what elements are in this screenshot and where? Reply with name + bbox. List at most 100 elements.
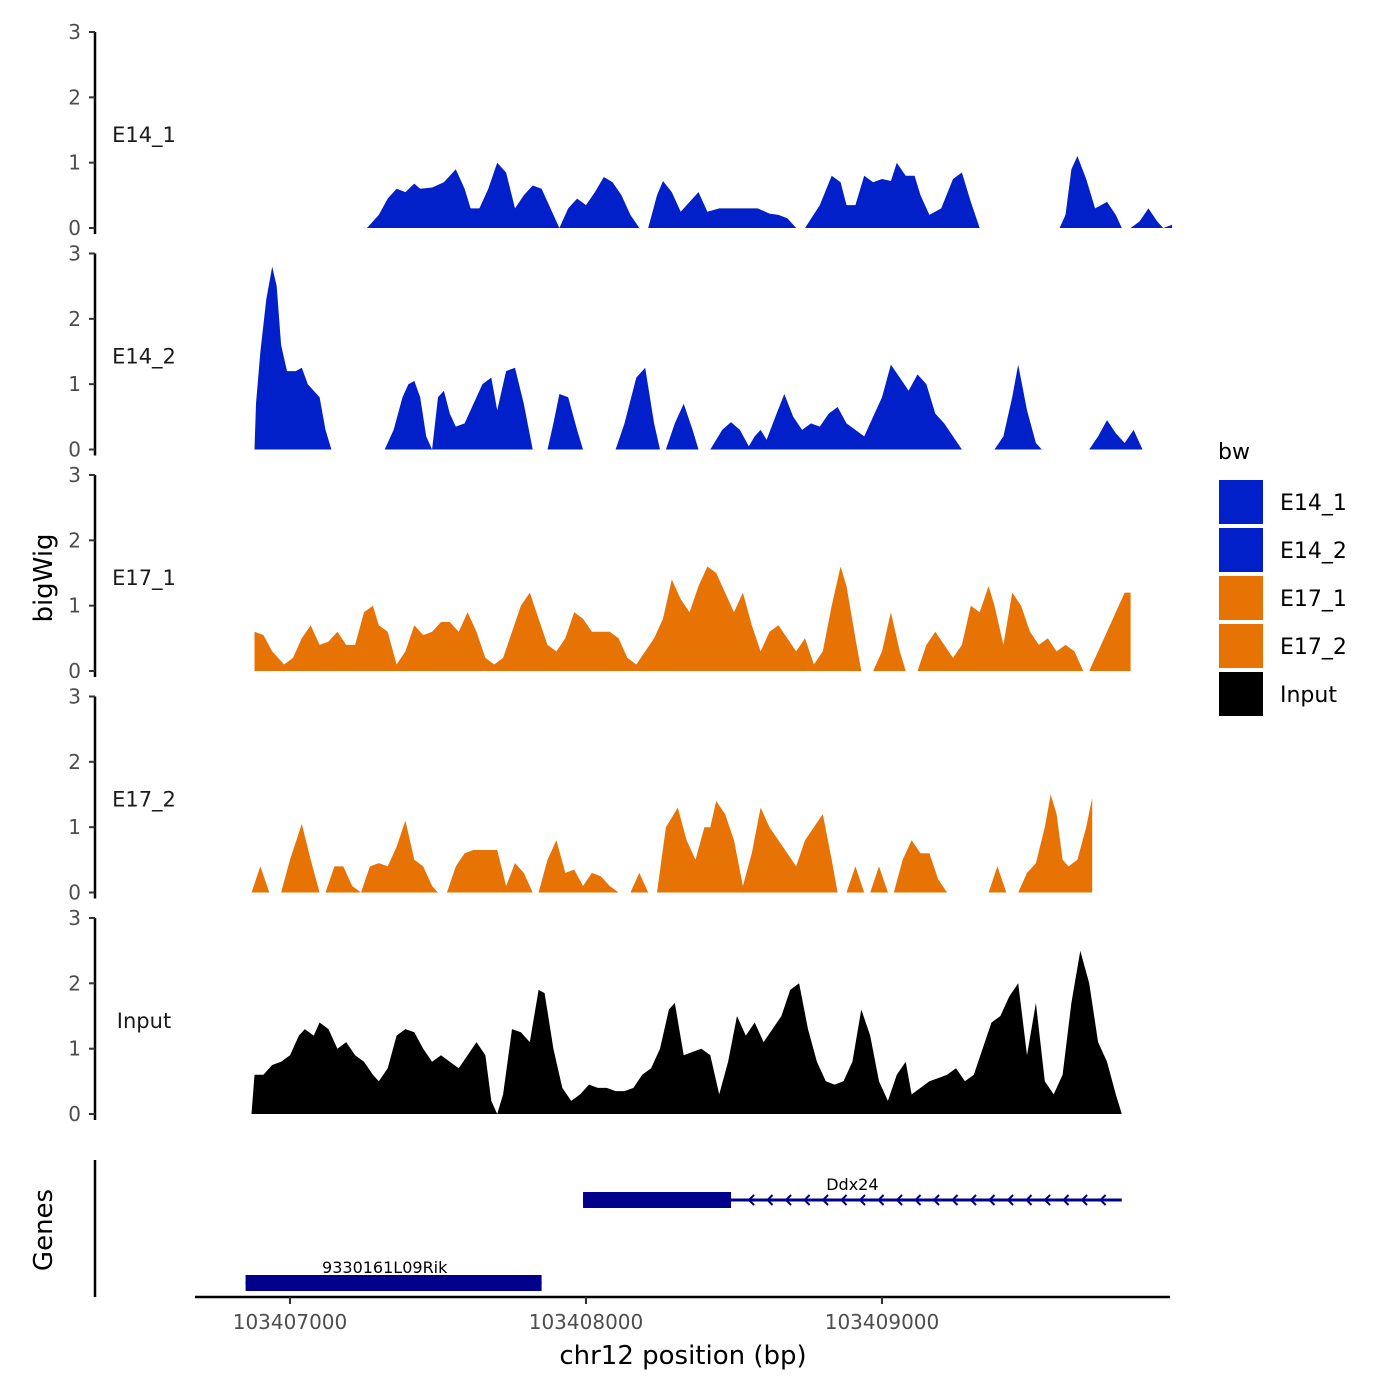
strand-arrow [895, 1194, 903, 1206]
track-e17-1: 0 1 2 3 E17_1 [68, 463, 1131, 683]
x-tick-label: 103407000 [233, 1310, 348, 1334]
strand-arrow [1062, 1194, 1070, 1206]
track-label: E17_1 [112, 566, 176, 591]
legend-swatch [1219, 480, 1263, 524]
coverage-area [994, 364, 1042, 450]
strand-arrow [1025, 1194, 1033, 1206]
coverage-area [538, 840, 619, 893]
y-tick-label: 1 [68, 1037, 81, 1061]
gene-exon [245, 1275, 542, 1291]
strand-arrow [914, 1194, 922, 1206]
track-label: E17_2 [112, 788, 176, 813]
coverage-area [710, 364, 962, 450]
coverage-area [446, 850, 533, 893]
strand-arrow [932, 1194, 940, 1206]
y-tick-label: 2 [68, 307, 81, 331]
coverage-area [1130, 208, 1173, 228]
y-axis-title: bigWig [29, 533, 59, 622]
coverage-area [325, 820, 438, 893]
coverage-area [367, 162, 640, 228]
coverage-area [254, 266, 332, 450]
track-label: Input [117, 1009, 171, 1033]
legend-swatch [1219, 528, 1263, 572]
y-tick-label: 3 [68, 20, 81, 44]
strand-arrow [840, 1194, 848, 1206]
strand-arrow [988, 1194, 996, 1206]
strand-arrow [1099, 1194, 1107, 1206]
strand-arrow [877, 1194, 885, 1206]
strand-arrow [803, 1194, 811, 1206]
y-tick-label: 0 [68, 216, 81, 240]
legend-label: E17_1 [1280, 587, 1347, 612]
coverage-area [281, 823, 320, 893]
coverage-area [657, 801, 838, 893]
coverage-area [893, 840, 948, 893]
coverage-area [1089, 592, 1131, 671]
strand-arrow [747, 1194, 755, 1206]
coverage-area [615, 367, 660, 450]
legend-label: E14_2 [1280, 539, 1347, 564]
track-e17-2: 0 1 2 3 E17_2 [68, 685, 1093, 905]
y-tick-label: 3 [68, 242, 81, 266]
coverage-area [988, 866, 1007, 893]
y-tick-label: 0 [68, 438, 81, 462]
coverage-area [254, 566, 862, 671]
coverage-area [547, 394, 583, 450]
x-tick-label: 103408000 [529, 1310, 644, 1334]
strand-arrow [766, 1194, 774, 1206]
coverage-area [251, 950, 1122, 1114]
gene-9330161l09rik: 9330161L09Rik [245, 1258, 542, 1291]
coverage-area [251, 866, 270, 893]
legend-label: Input [1280, 683, 1337, 708]
coverage-area [648, 181, 797, 228]
gene-ddx24: Ddx24 [583, 1175, 1122, 1208]
legend-label: E17_2 [1280, 635, 1347, 660]
strand-arrow [821, 1194, 829, 1206]
legend-label: E14_1 [1280, 491, 1347, 516]
y-tick-label: 2 [68, 971, 81, 995]
gene-label: 9330161L09Rik [322, 1258, 448, 1277]
y-tick-label: 2 [68, 85, 81, 109]
strand-arrow [1043, 1194, 1051, 1206]
coverage-area [870, 866, 888, 893]
track-e14-2: 0 1 2 3 E14_2 [68, 242, 1143, 462]
legend-swatch [1219, 672, 1263, 716]
strand-arrow [1080, 1194, 1088, 1206]
strand-arrow [951, 1194, 959, 1206]
x-axis: 103407000 103408000 103409000 chr12 positio… [195, 1295, 1170, 1371]
coverage-area [1089, 420, 1143, 450]
coverage-area [805, 162, 980, 228]
coverage-area [1018, 794, 1093, 893]
strand-arrow [858, 1194, 866, 1206]
strand-arrow [1006, 1194, 1014, 1206]
y-tick-label: 3 [68, 685, 81, 709]
y-tick-label: 0 [68, 881, 81, 905]
gene-track: Genes Ddx24 9330161L09Rik [29, 1160, 1122, 1297]
coverage-area [873, 612, 906, 671]
y-tick-label: 3 [68, 906, 81, 930]
x-axis-title: chr12 position (bp) [559, 1341, 806, 1371]
y-tick-label: 1 [68, 594, 81, 618]
strand-arrow [969, 1194, 977, 1206]
coverage-area [384, 367, 533, 450]
coverage-area [846, 866, 865, 893]
y-tick-label: 1 [68, 372, 81, 396]
y-tick-label: 0 [68, 659, 81, 683]
track-input: 0 1 2 3 Input [68, 906, 1122, 1126]
x-tick-label: 103409000 [825, 1310, 940, 1334]
y-tick-label: 2 [68, 750, 81, 774]
strand-arrow [784, 1194, 792, 1206]
coverage-area [917, 586, 1084, 671]
genes-axis-title: Genes [29, 1189, 59, 1271]
track-label: E14_1 [112, 123, 176, 148]
coverage-area [630, 872, 649, 893]
track-label: E14_2 [112, 345, 176, 370]
gene-exon [583, 1192, 732, 1208]
legend-swatch [1219, 624, 1263, 668]
y-tick-label: 2 [68, 528, 81, 552]
track-e14-1: 0 1 2 3 E14_1 [68, 20, 1173, 240]
coverage-area [665, 403, 699, 450]
coverage-area [1059, 156, 1122, 228]
y-tick-label: 1 [68, 815, 81, 839]
